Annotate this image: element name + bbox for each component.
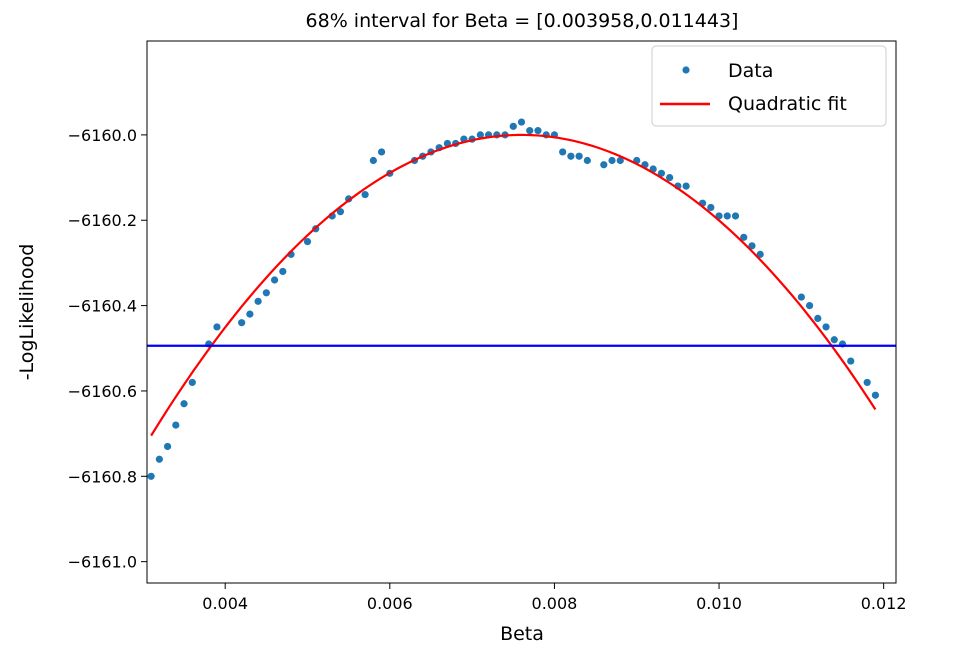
data-point [155, 455, 163, 463]
data-point [534, 127, 542, 135]
y-tick-label: −6161.0 [68, 553, 137, 572]
data-point [657, 169, 666, 177]
x-tick-label: 0.012 [861, 594, 907, 613]
data-point [188, 378, 196, 387]
y-tick-label: −6160.0 [68, 126, 137, 145]
legend-marker-data [682, 66, 690, 74]
y-tick-label: −6160.4 [68, 297, 137, 316]
data-point [830, 336, 838, 344]
data-point [723, 212, 731, 220]
data-point [814, 314, 822, 323]
data-point [575, 152, 583, 160]
data-point [805, 301, 814, 310]
data-point [756, 250, 764, 258]
quadratic-fit-line [150, 133, 877, 437]
data-point [254, 297, 262, 305]
data-point [262, 289, 270, 297]
data-point [616, 156, 624, 165]
data-point [303, 237, 312, 246]
x-tick-label: 0.008 [532, 594, 578, 613]
x-tick-label: 0.006 [367, 594, 413, 613]
data-point [666, 173, 674, 182]
data-point [822, 323, 830, 331]
legend-box [651, 45, 887, 127]
x-axis-label: Beta [500, 623, 544, 645]
data-point [270, 276, 279, 284]
data-point [213, 323, 221, 331]
data-point [147, 472, 155, 480]
data-point [707, 203, 715, 212]
data-point [361, 191, 369, 199]
legend-label-fit: Quadratic fit [728, 93, 847, 115]
data-point [797, 293, 805, 301]
data-point [517, 118, 526, 126]
data-point [740, 233, 748, 241]
data-point [163, 442, 172, 451]
data-point [567, 152, 575, 160]
y-tick-label: −6160.6 [68, 382, 137, 401]
data-point [172, 421, 180, 429]
data-point [748, 242, 756, 250]
plot-frame [146, 40, 897, 584]
x-tick-label: 0.010 [696, 594, 742, 613]
data-point [559, 148, 567, 156]
data-point [336, 208, 345, 216]
data-point [246, 310, 254, 318]
y-tick-label: −6160.2 [68, 211, 137, 230]
data-point [583, 156, 591, 165]
data-point [238, 319, 246, 327]
data-point [682, 182, 690, 190]
legend: Data Quadratic fit [651, 45, 887, 127]
data-point [871, 391, 880, 399]
data-point [526, 127, 534, 135]
x-tick-label: 0.004 [202, 594, 248, 613]
data-point [369, 156, 377, 165]
data-point [600, 161, 608, 169]
data-point [476, 131, 484, 139]
legend-label-data: Data [728, 60, 773, 82]
data-point [608, 156, 616, 165]
plot-area [147, 118, 896, 480]
data-point [377, 148, 386, 156]
chart-title: 68% interval for Beta = [0.003958,0.0114… [306, 10, 739, 32]
y-axis-label: -LogLikelihood [16, 244, 38, 381]
data-point [731, 212, 740, 220]
data-point [509, 122, 517, 130]
data-point [180, 400, 188, 408]
y-tick-label: −6160.8 [68, 467, 137, 486]
data-point [279, 267, 287, 276]
axes: 0.004 0.006 0.008 0.010 0.012 −6160.0 −6160.2 −… [68, 40, 907, 613]
data-point [863, 378, 871, 387]
data-point [847, 357, 855, 365]
